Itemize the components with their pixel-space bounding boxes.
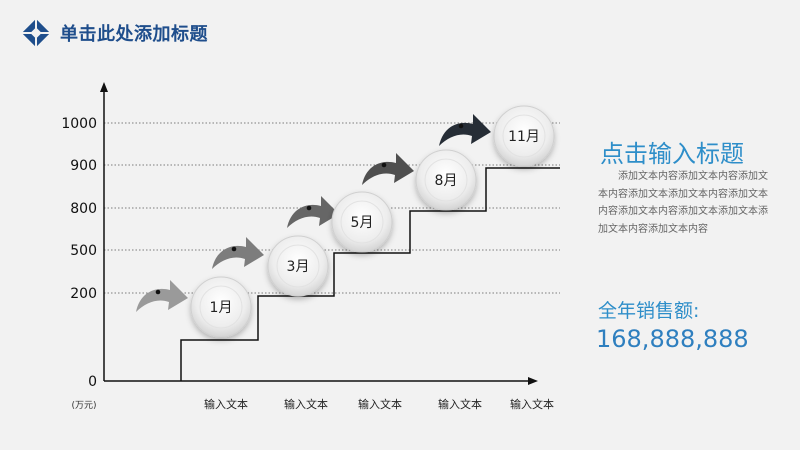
step-circle-inner-ring xyxy=(276,244,320,288)
page-title[interactable]: 单击此处添加标题 xyxy=(60,24,208,45)
data-point xyxy=(458,123,464,129)
step-circle-inner-ring xyxy=(502,114,546,158)
step-label: 1月 xyxy=(210,300,233,316)
curved-arrow-icon xyxy=(362,153,414,185)
y-tick-label: 1000 xyxy=(61,116,97,132)
side-title[interactable]: 点击输入标题 xyxy=(600,140,744,168)
data-point xyxy=(381,162,387,168)
curved-arrow-icon xyxy=(287,196,339,228)
y-tick-label: 200 xyxy=(70,286,97,302)
y-tick-label: 0 xyxy=(88,374,97,390)
data-point xyxy=(231,246,237,252)
x-tick-label: 输入文本 xyxy=(358,397,402,411)
y-tick-label: 800 xyxy=(70,201,97,217)
step-label: 5月 xyxy=(351,215,374,231)
diamond-logo-icon xyxy=(21,18,51,48)
y-unit-label: (万元) xyxy=(71,401,96,411)
x-axis-arrow-icon xyxy=(528,377,538,385)
data-point xyxy=(306,205,312,211)
step-label: 3月 xyxy=(287,259,310,275)
y-axis-arrow-icon xyxy=(100,82,108,92)
step-circle-inner-ring xyxy=(340,200,384,244)
curved-arrow-icon xyxy=(439,114,491,146)
step-circle-inner-ring xyxy=(424,158,468,202)
sales-label: 全年销售额: xyxy=(598,300,700,322)
y-tick-label: 500 xyxy=(70,243,97,259)
header: 单击此处添加标题 xyxy=(20,18,208,48)
sales-value: 168,888,888 xyxy=(596,325,749,353)
x-tick-label: 输入文本 xyxy=(204,397,248,411)
step-line xyxy=(180,167,560,381)
x-tick-label: 输入文本 xyxy=(284,397,328,411)
side-body-text[interactable]: 添加文本内容添加文本内容添加文本内容添加文本添加文本内容添加文本内容添加文本内容… xyxy=(598,171,768,235)
x-tick-label: 输入文本 xyxy=(438,397,482,411)
y-tick-label: 900 xyxy=(70,158,97,174)
data-point xyxy=(155,289,161,295)
step-label: 8月 xyxy=(435,173,458,189)
x-tick-label: 输入文本 xyxy=(510,397,554,411)
curved-arrow-icon xyxy=(212,237,264,269)
curved-arrow-icon xyxy=(136,280,188,312)
step-circle-inner-ring xyxy=(199,285,243,329)
step-label: 11月 xyxy=(508,129,540,145)
